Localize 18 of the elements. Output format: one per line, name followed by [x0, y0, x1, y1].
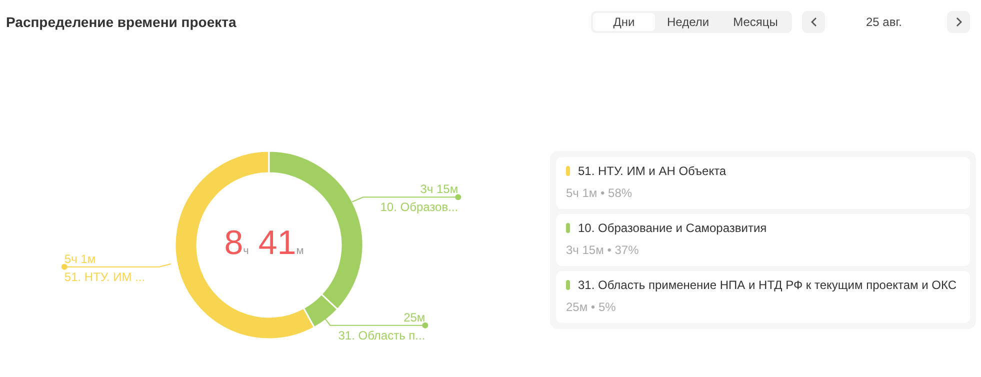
text: 51. НТУ. ИМ ... — [64, 270, 146, 284]
text: Месяцы — [732, 14, 779, 31]
text: 5ч 1м — [64, 252, 96, 266]
text: 3ч 15м — [420, 182, 458, 196]
chart-title: Распределение времени проекта — [6, 14, 236, 30]
text: Дни — [593, 13, 655, 31]
text: 5ч 1м • 58% — [566, 186, 634, 200]
legend-label: 31. Область применение НПА и НТД РФ к текущим проектам и ОКС — [578, 278, 957, 292]
text: 3ч 15м • 37% — [566, 243, 640, 257]
text: Недели — [666, 14, 710, 31]
text: 10. Образов... — [380, 200, 458, 214]
chart-subtitle: 25 авг. — [865, 15, 903, 29]
text: 8ч 41м — [224, 224, 304, 262]
text: 31. Область п... — [338, 328, 426, 342]
legend-label: 51. НТУ. ИМ и АН Объекта — [578, 164, 726, 178]
legend-label: 10. Образование и Саморазвития — [578, 221, 767, 235]
text: 25м • 5% — [566, 300, 617, 314]
text: 25м — [404, 310, 426, 324]
